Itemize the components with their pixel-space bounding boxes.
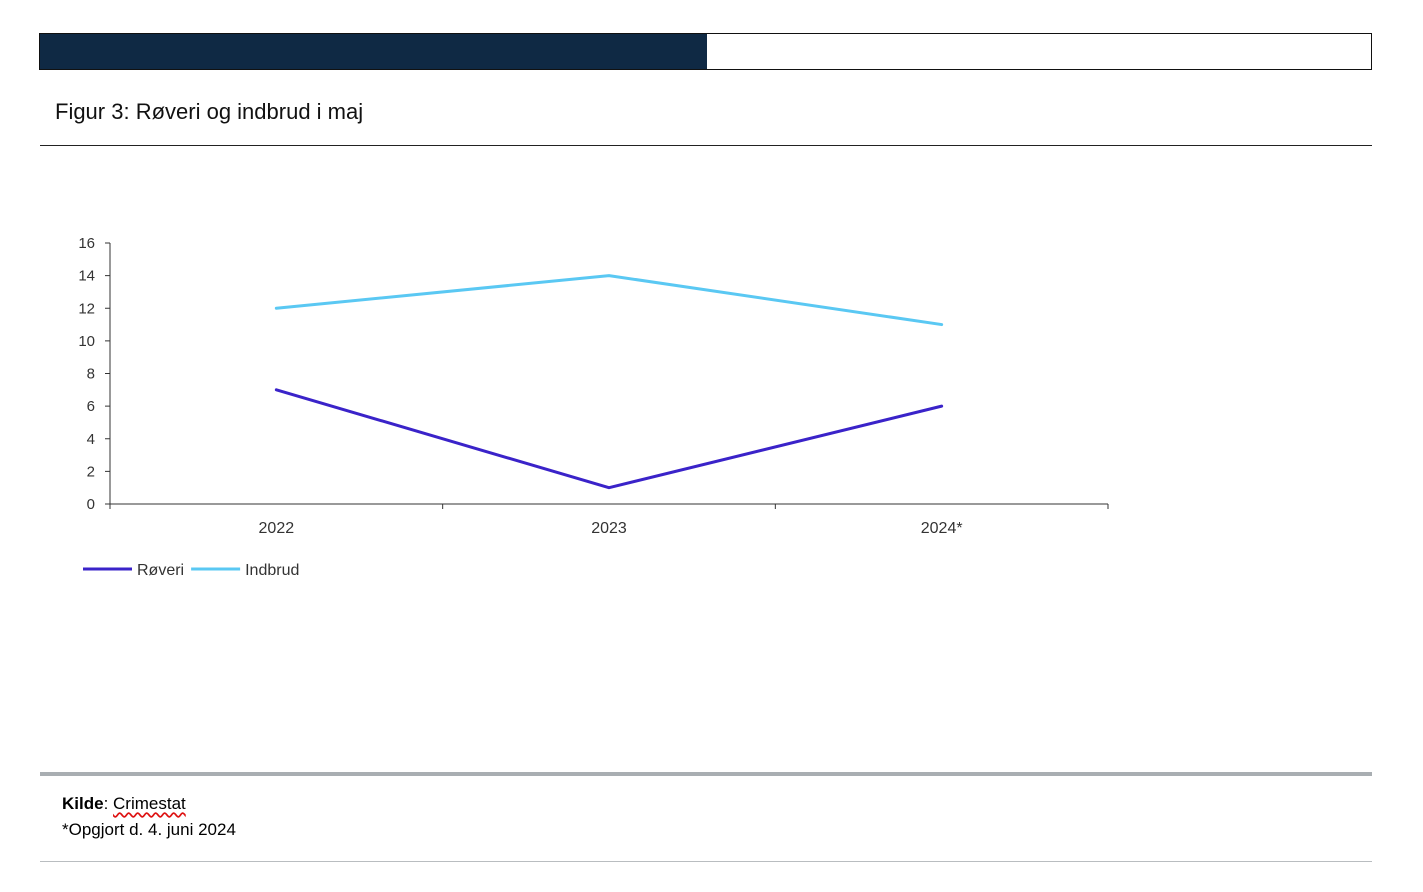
figure-title: Figur 3: Røveri og indbrud i maj xyxy=(55,99,364,124)
legend-label-roveri: Røveri xyxy=(137,562,184,579)
title-divider xyxy=(40,145,1372,146)
y-tick-label: 10 xyxy=(78,333,95,350)
x-tick-label: 2024* xyxy=(921,520,963,537)
source-line: Kilde: Crimestat xyxy=(62,793,186,815)
legend-label-indbrud: Indbrud xyxy=(245,562,299,579)
y-tick-label: 0 xyxy=(87,496,95,513)
footer-bottom-divider xyxy=(40,861,1372,862)
x-tick-label: 2023 xyxy=(591,520,627,537)
y-tick-label: 12 xyxy=(78,300,95,317)
series-line-roveri xyxy=(274,388,944,490)
x-tick-label: 2022 xyxy=(259,520,295,537)
y-tick-label: 6 xyxy=(87,398,95,415)
y-tick-label: 16 xyxy=(78,235,95,252)
series-line-indbrud xyxy=(274,274,944,327)
legend: Røveri Indbrud xyxy=(83,562,299,579)
header-bar xyxy=(39,33,1372,70)
source-label: Kilde xyxy=(62,794,104,813)
y-axis: 0 2 4 6 8 10 12 14 16 xyxy=(78,235,111,513)
y-tick-label: 8 xyxy=(87,366,95,383)
y-tick-label: 14 xyxy=(78,268,95,285)
footer-divider xyxy=(40,772,1372,776)
source-note: *Opgjort d. 4. juni 2024 xyxy=(62,820,236,839)
source-value: Crimestat xyxy=(113,794,186,813)
y-tick-label: 2 xyxy=(87,463,95,480)
x-axis: 2022 2023 2024* xyxy=(109,503,1109,537)
series-lines xyxy=(274,274,944,490)
source-separator: : xyxy=(103,794,114,813)
y-tick-label: 4 xyxy=(87,431,95,448)
header-bar-dark-segment xyxy=(40,34,707,69)
